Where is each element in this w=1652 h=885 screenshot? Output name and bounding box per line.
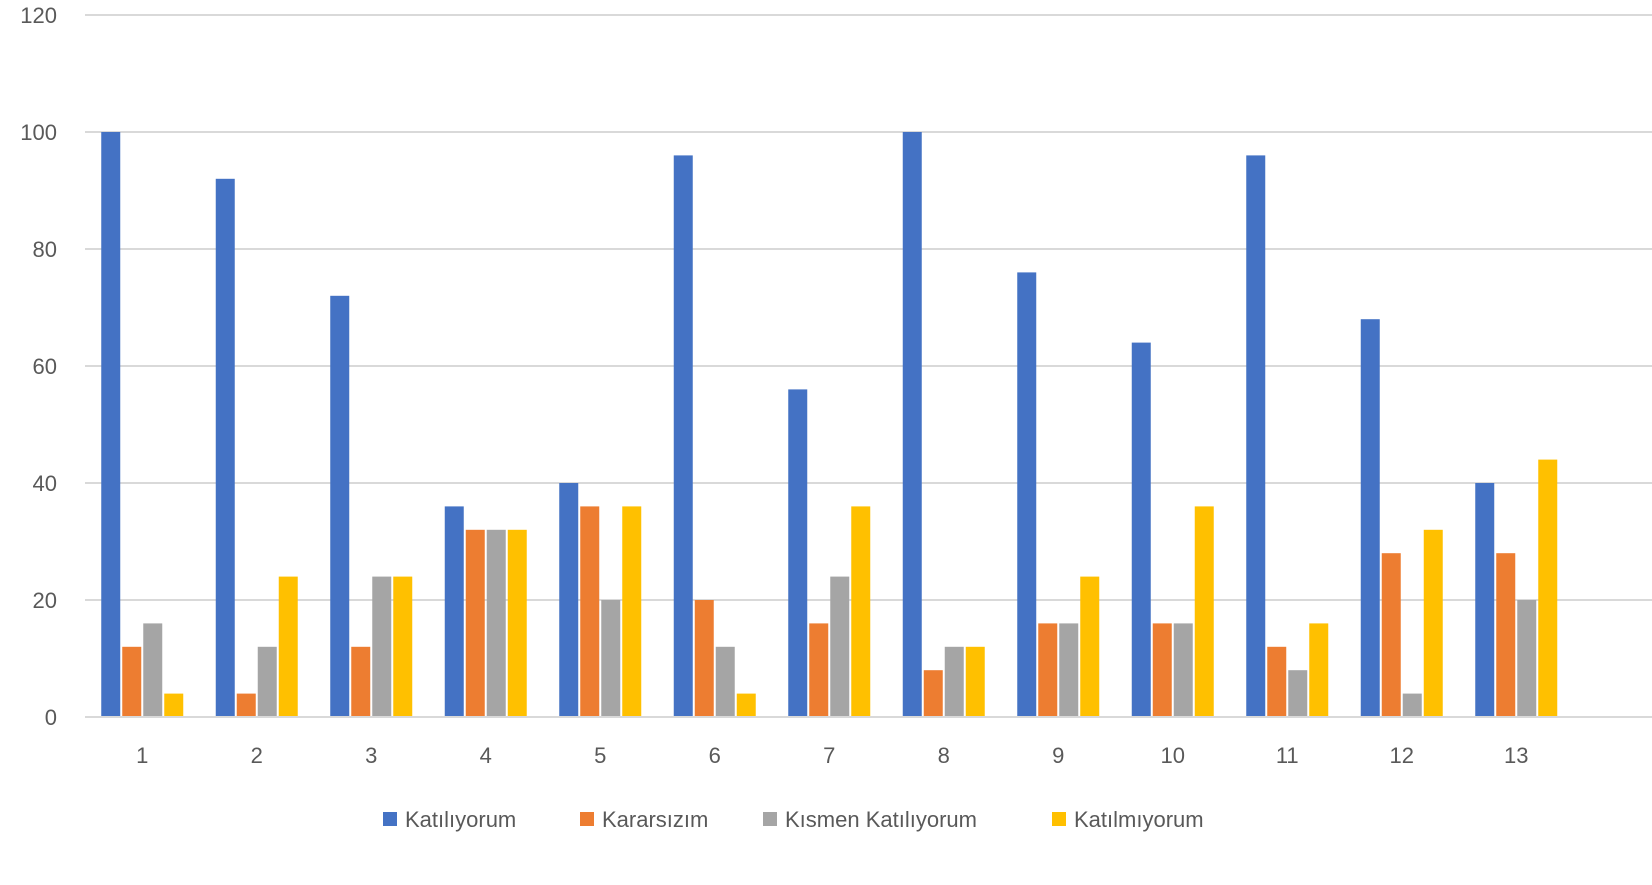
bar-1-cat-9 (1017, 272, 1036, 717)
y-tick-label: 80 (33, 237, 57, 262)
x-tick-label: 5 (594, 743, 606, 768)
bar-3-cat-12 (1403, 694, 1422, 717)
bar-1-cat-4 (445, 506, 464, 717)
bar-1-cat-11 (1246, 155, 1265, 717)
bar-1-cat-7 (788, 389, 807, 717)
legend-swatch (763, 812, 777, 826)
bar-4-cat-12 (1424, 530, 1443, 717)
bar-4-cat-10 (1195, 506, 1214, 717)
bar-1-cat-8 (903, 132, 922, 717)
bar-3-cat-13 (1517, 600, 1536, 717)
bar-2-cat-1 (122, 647, 141, 717)
y-tick-label: 20 (33, 588, 57, 613)
bar-3-cat-5 (601, 600, 620, 717)
bar-3-cat-2 (258, 647, 277, 717)
bar-2-cat-13 (1496, 553, 1515, 717)
y-axis: 0 20 40 60 80 100 120 (20, 3, 57, 730)
x-tick-label: 6 (709, 743, 721, 768)
x-tick-label: 2 (251, 743, 263, 768)
y-tick-label: 0 (45, 705, 57, 730)
bar-1-cat-2 (216, 179, 235, 717)
legend-swatch (383, 812, 397, 826)
bar-2-cat-6 (695, 600, 714, 717)
x-tick-label: 8 (938, 743, 950, 768)
bar-2-cat-3 (351, 647, 370, 717)
y-tick-label: 120 (20, 3, 57, 28)
bar-3-cat-4 (487, 530, 506, 717)
bar-2-cat-5 (580, 506, 599, 717)
y-tick-label: 100 (20, 120, 57, 145)
bar-3-cat-11 (1288, 670, 1307, 717)
bar-4-cat-4 (508, 530, 527, 717)
y-tick-label: 60 (33, 354, 57, 379)
bar-3-cat-8 (945, 647, 964, 717)
x-axis: 1 2 3 4 5 6 7 8 9 10 11 12 13 (85, 717, 1652, 768)
x-tick-label: 7 (823, 743, 835, 768)
bar-1-cat-3 (330, 296, 349, 717)
bar-4-cat-7 (851, 506, 870, 717)
bar-2-cat-9 (1038, 623, 1057, 717)
bar-1-cat-13 (1475, 483, 1494, 717)
bar-3-cat-9 (1059, 623, 1078, 717)
x-tick-label: 10 (1161, 743, 1185, 768)
bar-4-cat-8 (966, 647, 985, 717)
legend-swatch (1052, 812, 1066, 826)
bar-1-cat-10 (1132, 343, 1151, 717)
bar-3-cat-10 (1174, 623, 1193, 717)
x-tick-label: 13 (1504, 743, 1528, 768)
bar-3-cat-7 (830, 577, 849, 717)
legend: Katılıyorum Kararsızım Kısmen Katılıyorum K… (383, 807, 1204, 832)
bar-4-cat-1 (164, 694, 183, 717)
bar-2-cat-4 (466, 530, 485, 717)
bar-2-cat-11 (1267, 647, 1286, 717)
bar-4-cat-11 (1309, 623, 1328, 717)
bar-4-cat-13 (1538, 460, 1557, 717)
bar-2-cat-12 (1382, 553, 1401, 717)
bar-2-cat-2 (237, 694, 256, 717)
x-tick-label: 11 (1276, 743, 1299, 768)
bar-1-cat-6 (674, 155, 693, 717)
bar-3-cat-6 (716, 647, 735, 717)
bar-2-cat-10 (1153, 623, 1172, 717)
bar-2-cat-7 (809, 623, 828, 717)
x-tick-label: 3 (365, 743, 377, 768)
legend-label: Katılıyorum (405, 807, 516, 832)
legend-label: Kısmen Katılıyorum (785, 807, 977, 832)
bars (101, 132, 1557, 717)
bar-3-cat-3 (372, 577, 391, 717)
bar-4-cat-3 (393, 577, 412, 717)
legend-label: Katılmıyorum (1074, 807, 1204, 832)
bar-4-cat-9 (1080, 577, 1099, 717)
bar-4-cat-5 (622, 506, 641, 717)
x-tick-label: 1 (136, 743, 148, 768)
x-tick-label: 12 (1390, 743, 1414, 768)
legend-swatch (580, 812, 594, 826)
bar-1-cat-1 (101, 132, 120, 717)
x-tick-label: 9 (1052, 743, 1064, 768)
y-tick-label: 40 (33, 471, 57, 496)
bar-3-cat-1 (143, 623, 162, 717)
legend-label: Kararsızım (602, 807, 708, 832)
bar-4-cat-6 (737, 694, 756, 717)
bar-2-cat-8 (924, 670, 943, 717)
bar-1-cat-5 (559, 483, 578, 717)
bar-4-cat-2 (279, 577, 298, 717)
x-tick-label: 4 (480, 743, 492, 768)
bar-1-cat-12 (1361, 319, 1380, 717)
